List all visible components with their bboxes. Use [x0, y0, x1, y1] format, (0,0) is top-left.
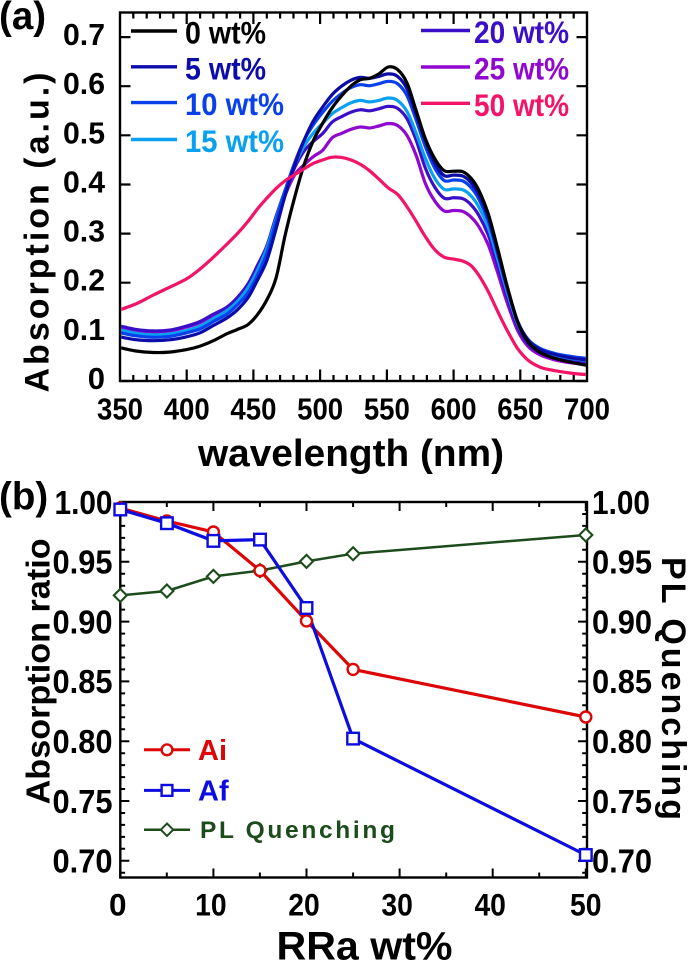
- svg-text:0.2: 0.2: [63, 263, 105, 298]
- svg-text:400: 400: [164, 392, 210, 427]
- svg-text:0.75: 0.75: [53, 783, 113, 820]
- svg-text:0.75: 0.75: [592, 783, 652, 820]
- svg-text:10: 10: [195, 887, 227, 923]
- svg-text:700: 700: [564, 392, 610, 427]
- svg-text:RRa wt%: RRa wt%: [277, 924, 453, 965]
- svg-text:50: 50: [570, 887, 602, 923]
- svg-text:0.85: 0.85: [592, 663, 652, 700]
- svg-text:0.90: 0.90: [592, 603, 652, 640]
- svg-text:15 wt%: 15 wt%: [185, 123, 284, 159]
- svg-text:wavelength (nm): wavelength (nm): [197, 433, 504, 475]
- svg-text:5 wt%: 5 wt%: [185, 50, 266, 86]
- svg-text:40: 40: [474, 887, 506, 923]
- svg-text:10 wt%: 10 wt%: [185, 86, 284, 122]
- svg-text:0.80: 0.80: [53, 723, 113, 760]
- svg-text:Af: Af: [198, 776, 229, 808]
- svg-text:50 wt%: 50 wt%: [474, 87, 569, 123]
- svg-text:0: 0: [109, 887, 127, 923]
- svg-text:0 wt%: 0 wt%: [185, 15, 266, 51]
- svg-text:0.85: 0.85: [53, 663, 113, 700]
- svg-text:0.70: 0.70: [53, 843, 113, 880]
- svg-text:0.80: 0.80: [592, 723, 652, 760]
- svg-text:20: 20: [288, 887, 320, 923]
- svg-text:Ai: Ai: [198, 735, 227, 767]
- svg-text:600: 600: [431, 392, 477, 427]
- svg-text:20 wt%: 20 wt%: [474, 14, 569, 50]
- svg-text:350: 350: [97, 392, 143, 427]
- svg-text:Absorption (a.u.): Absorption (a.u.): [18, 73, 56, 393]
- svg-text:25 wt%: 25 wt%: [474, 51, 569, 87]
- svg-text:30: 30: [381, 887, 413, 923]
- svg-text:(a): (a): [0, 0, 46, 38]
- svg-text:0.5: 0.5: [63, 115, 105, 150]
- svg-text:1.00: 1.00: [55, 484, 113, 521]
- svg-text:0.70: 0.70: [592, 843, 652, 880]
- svg-text:(b): (b): [0, 476, 48, 519]
- svg-text:0.95: 0.95: [592, 544, 652, 581]
- svg-text:0.1: 0.1: [63, 312, 105, 347]
- svg-text:0.90: 0.90: [53, 603, 113, 640]
- svg-text:0.4: 0.4: [63, 164, 106, 199]
- svg-text:450: 450: [230, 392, 276, 427]
- svg-text:0.7: 0.7: [63, 17, 105, 52]
- svg-text:650: 650: [497, 392, 543, 427]
- svg-text:Absorption ratio: Absorption ratio: [19, 538, 56, 804]
- svg-text:500: 500: [297, 392, 343, 427]
- svg-text:PL Quenching: PL Quenching: [654, 557, 692, 820]
- svg-text:0: 0: [88, 361, 105, 396]
- svg-text:0.95: 0.95: [53, 544, 113, 581]
- svg-text:550: 550: [364, 392, 410, 427]
- svg-text:PL Quenching: PL Quenching: [200, 817, 395, 844]
- svg-text:1.00: 1.00: [592, 484, 650, 521]
- svg-text:0.3: 0.3: [63, 214, 105, 249]
- svg-text:0.6: 0.6: [63, 66, 105, 101]
